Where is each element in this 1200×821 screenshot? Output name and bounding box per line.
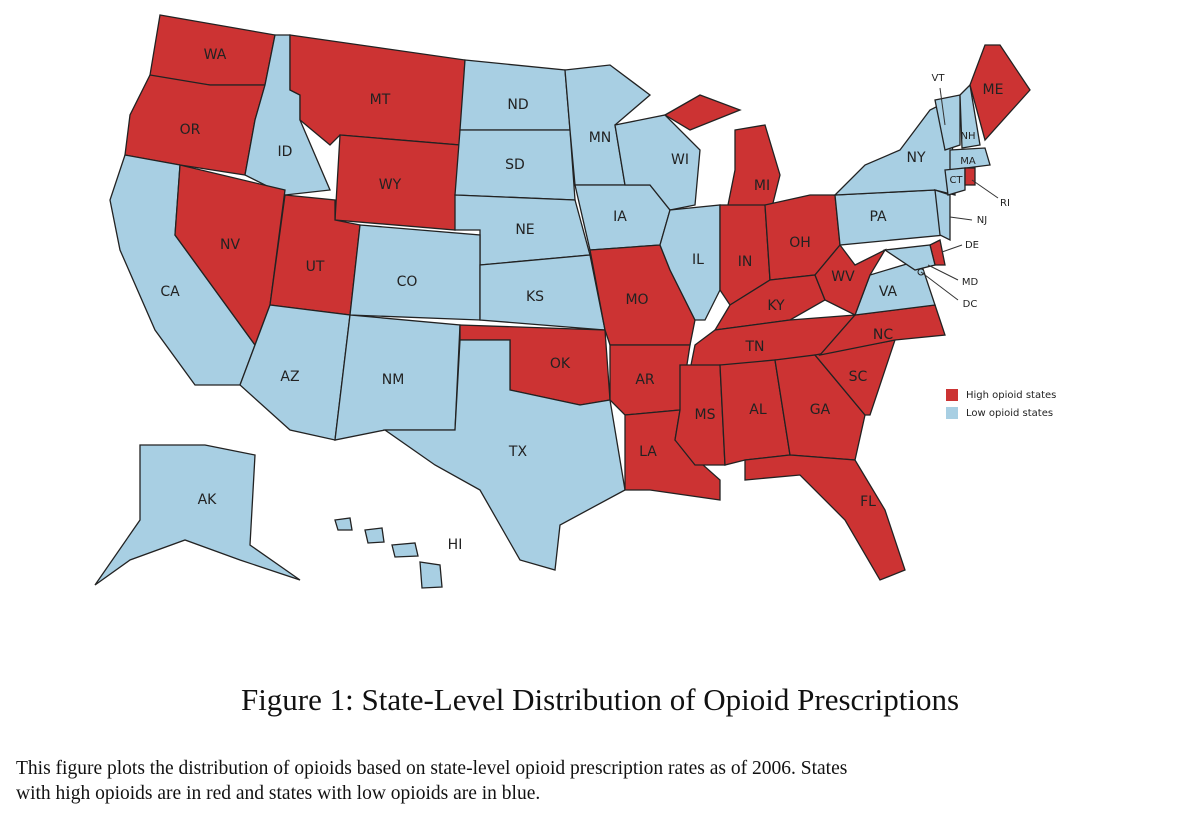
state-label: AR (635, 372, 655, 388)
state-label: ME (983, 82, 1004, 98)
state-label: WY (379, 177, 402, 193)
state-label: WI (671, 152, 689, 168)
figure-description: This figure plots the distribution of op… (16, 756, 847, 806)
state-label: DC (963, 299, 978, 310)
state-label: OH (789, 235, 811, 251)
state-shape (833, 98, 956, 196)
state-label: NM (382, 372, 405, 388)
state-shape (391, 542, 419, 558)
state-label: UT (306, 259, 325, 275)
state-label: SD (505, 157, 525, 173)
legend-swatch (946, 407, 958, 419)
state-label: NY (906, 150, 925, 166)
state-label: VT (932, 73, 946, 84)
state-label: IL (692, 252, 704, 268)
state-label: NV (220, 237, 240, 253)
state-label: AL (749, 402, 767, 418)
state-label: GA (810, 402, 831, 418)
state-label: LA (639, 444, 657, 460)
state-shape (934, 189, 951, 242)
figure-caption: Figure 1: State-Level Distribution of Op… (240, 682, 960, 717)
state-label: WA (204, 47, 227, 63)
state-label: MO (625, 292, 648, 308)
state-shape (459, 59, 571, 131)
callout-line (927, 264, 959, 281)
state-shape (774, 354, 866, 461)
state-label: VA (879, 284, 898, 300)
state-label: CO (397, 274, 418, 290)
state-label: PA (869, 209, 887, 225)
state-label: MN (589, 130, 612, 146)
state-label: ND (507, 97, 528, 113)
state-shape (289, 34, 466, 146)
state-shape (334, 517, 353, 531)
state-label: TX (508, 444, 528, 460)
state-label: NC (873, 327, 893, 343)
state-label: OR (180, 122, 201, 138)
state-label: DE (965, 240, 979, 251)
state-label: MI (754, 178, 770, 194)
callout-line (920, 271, 959, 301)
description-line: This figure plots the distribution of op… (16, 758, 848, 779)
legend-label: High opioid states (966, 390, 1056, 401)
callout-line (941, 244, 963, 253)
state-label: SC (849, 369, 868, 385)
callout-line (939, 87, 946, 126)
state-shape (959, 83, 981, 149)
state-label: AK (198, 492, 218, 508)
state-shape (744, 454, 906, 581)
state-label: CT (949, 175, 963, 186)
state-label: NE (515, 222, 534, 238)
legend-swatch (946, 389, 958, 401)
state-label: MD (962, 277, 979, 288)
state-label: MA (960, 156, 976, 167)
state-label: HI (448, 537, 463, 553)
state-label: RI (1000, 198, 1010, 209)
state-shape (614, 114, 701, 211)
state-label: KY (767, 298, 785, 314)
legend-label: Low opioid states (966, 408, 1053, 419)
state-shape (364, 527, 385, 544)
state-shape (94, 444, 301, 586)
state-label: WV (831, 269, 855, 285)
state-shape (663, 94, 742, 131)
state-label: KS (526, 289, 544, 305)
state-label: CA (160, 284, 180, 300)
callout-line (949, 216, 973, 221)
state-shape (834, 189, 946, 246)
state-label: ID (278, 144, 293, 160)
state-shape (382, 339, 626, 571)
state-shape (818, 304, 946, 357)
state-shape (944, 167, 966, 196)
state-shape (949, 147, 991, 171)
state-label: IA (613, 209, 627, 225)
state-label: NJ (977, 215, 987, 226)
state-label: AZ (280, 369, 299, 385)
state-label: OK (550, 356, 571, 372)
state-label: NH (961, 131, 976, 142)
state-label: MS (695, 407, 716, 423)
state-shape (969, 44, 1031, 142)
state-shape (964, 167, 976, 186)
state-shape (934, 94, 961, 151)
description-line: with high opioids are in red and states … (16, 783, 541, 804)
state-shape (349, 224, 481, 321)
state-shape (814, 243, 887, 316)
callout-line (971, 179, 999, 199)
map: WA OR ID MT WY ND SD NE CA NV UT CO AZ NM KS OK TX MN IA MO… (94, 14, 1056, 589)
state-label: MT (370, 92, 391, 108)
state-label: FL (860, 494, 876, 510)
state-label: IN (738, 254, 753, 270)
state-shape (883, 244, 936, 271)
state-label: TN (744, 339, 764, 355)
state-shape (419, 561, 443, 589)
